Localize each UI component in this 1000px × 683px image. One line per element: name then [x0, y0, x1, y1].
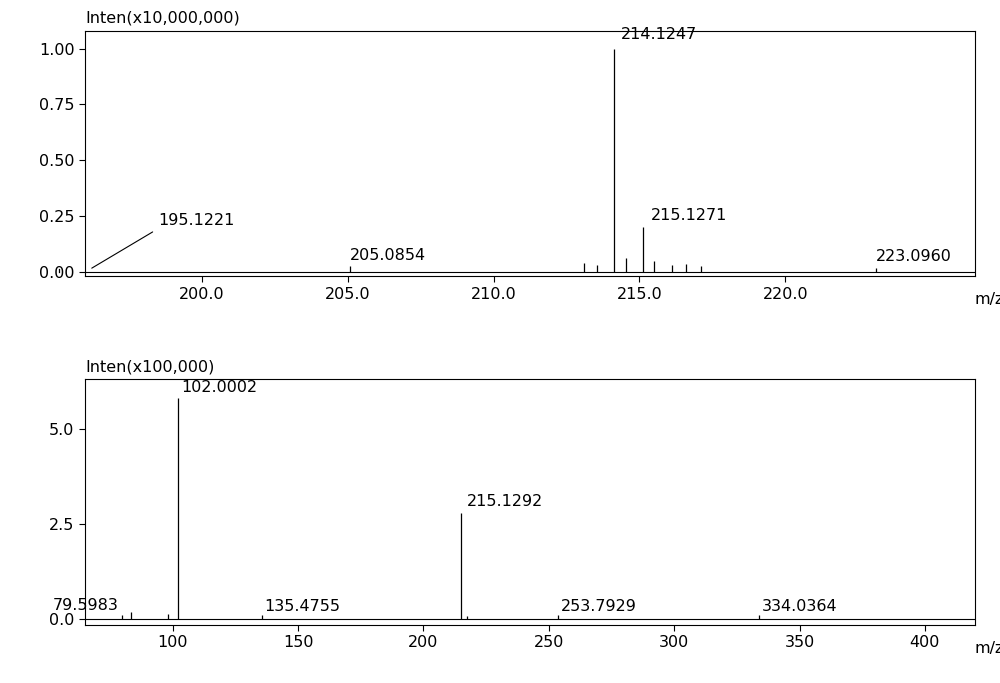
Text: 253.7929: 253.7929: [561, 598, 637, 613]
Text: 223.0960: 223.0960: [876, 249, 952, 264]
Text: 215.1292: 215.1292: [466, 494, 543, 509]
Text: Inten(x100,000): Inten(x100,000): [85, 359, 214, 374]
Text: 135.4755: 135.4755: [264, 598, 340, 613]
Text: m/z: m/z: [975, 292, 1000, 307]
Text: 79.5983: 79.5983: [53, 598, 119, 613]
Text: m/z: m/z: [975, 641, 1000, 656]
Text: 102.0002: 102.0002: [182, 380, 258, 395]
Text: 215.1271: 215.1271: [650, 208, 727, 223]
Text: 205.0854: 205.0854: [350, 248, 426, 263]
Text: Inten(x10,000,000): Inten(x10,000,000): [85, 11, 240, 26]
Text: 214.1247: 214.1247: [621, 27, 697, 42]
Text: 195.1221: 195.1221: [158, 213, 234, 228]
Text: 334.0364: 334.0364: [762, 598, 838, 613]
